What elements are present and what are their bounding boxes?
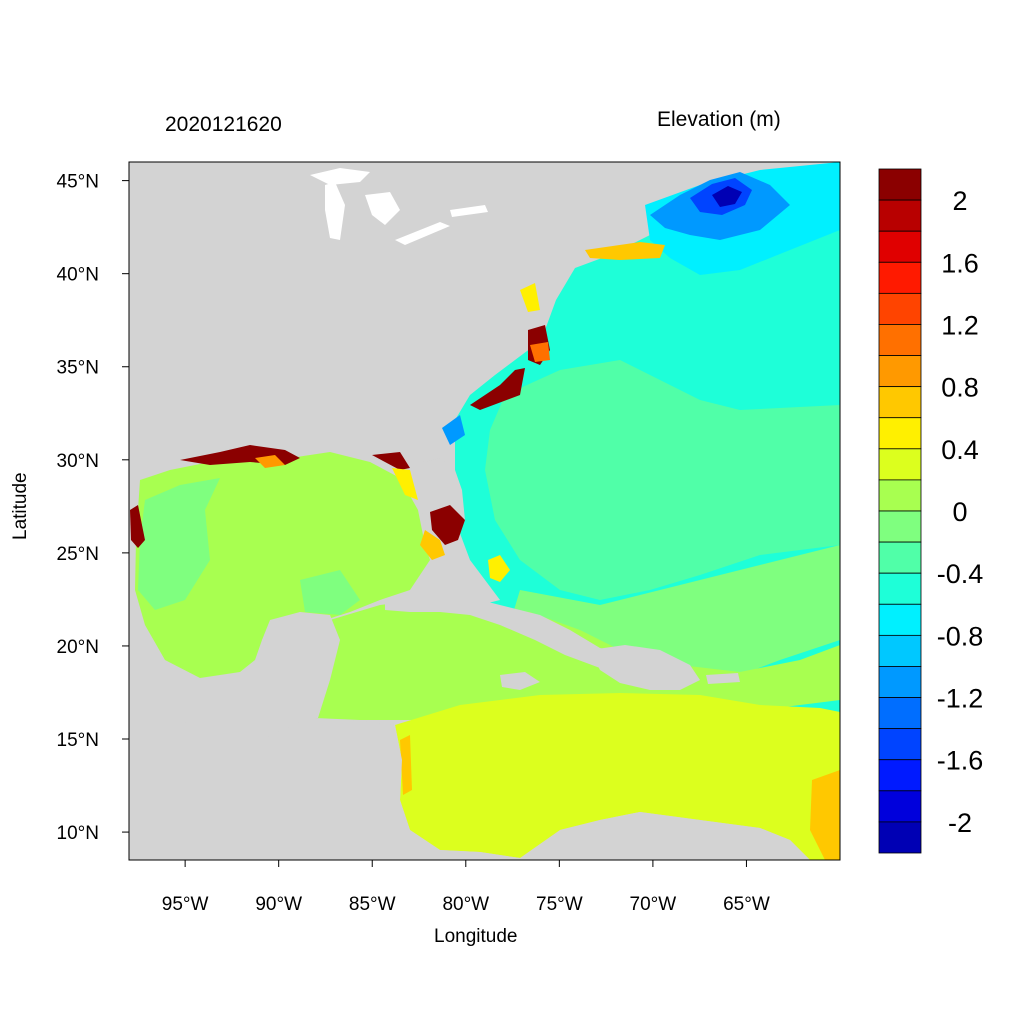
- colorbar-swatch: [878, 479, 922, 512]
- colorbar-label: -0.8: [937, 621, 984, 651]
- lake-erie: [395, 222, 450, 245]
- nyc-bight-yellow: [585, 242, 665, 260]
- colorbar-swatch: [878, 759, 922, 792]
- colorbar-swatch: [878, 634, 922, 667]
- gulf-of-mexico: [135, 452, 430, 678]
- latitude-axis: 45°N 40°N 35°N 30°N 25°N 20°N 15°N 10°N: [57, 172, 129, 844]
- colorbar-label: 1.2: [941, 310, 979, 340]
- sw-florida-orange: [420, 530, 445, 560]
- caribbean-south: [395, 693, 840, 860]
- lake-huron: [365, 192, 400, 225]
- carolina-orange: [530, 342, 550, 362]
- lat-tick-label: 25°N: [57, 544, 99, 565]
- colorbar-swatch: [878, 603, 922, 636]
- colorbar-label: 2: [952, 186, 967, 216]
- colorbar: 2 1.6 1.2 0.8 0.4 0 -0.4 -0.8 -1.2 -1.6 -2: [878, 168, 984, 854]
- south-america-land: [540, 812, 810, 860]
- lake-superior: [310, 168, 370, 185]
- jamaica-island: [500, 672, 540, 690]
- colorbar-swatch: [878, 448, 922, 481]
- lat-tick-label: 40°N: [57, 265, 99, 286]
- colorbar-label: -1.6: [937, 746, 984, 776]
- lon-tick-label: 85°W: [349, 894, 396, 915]
- colorbar-swatch: [878, 666, 922, 698]
- colorbar-swatch: [878, 230, 922, 263]
- colorbar-label: 0.8: [941, 373, 979, 403]
- jacksonville-blue: [442, 415, 465, 445]
- colorbar-swatch: [878, 510, 922, 543]
- colorbar-label: 1.6: [941, 248, 979, 278]
- colorbar-label: -1.2: [937, 684, 984, 714]
- gulf-west-band: [138, 478, 220, 610]
- lat-tick-label: 30°N: [57, 451, 99, 472]
- colorbar-swatch: [878, 292, 922, 325]
- colorbar-swatch: [878, 355, 922, 388]
- longitude-axis: 95°W 90°W 85°W 80°W 75°W 70°W 65°W: [162, 860, 770, 915]
- big-bend-yellow: [392, 468, 418, 500]
- ocean-band-low: [485, 360, 840, 600]
- chesapeake-yellow: [520, 283, 540, 312]
- east-coast-surge: [470, 368, 525, 410]
- texas-surge: [130, 505, 145, 548]
- map-plot-area: [129, 162, 840, 860]
- x-axis-label: Longitude: [434, 926, 518, 947]
- bahamas-yellow: [488, 555, 510, 582]
- colorbar-swatch: [878, 168, 922, 201]
- colorbar-swatch: [878, 324, 922, 356]
- colorbar-swatch: [878, 821, 922, 854]
- central-america-land: [129, 715, 540, 860]
- lon-tick-label: 65°W: [723, 894, 770, 915]
- lon-tick-label: 95°W: [162, 894, 209, 915]
- colorbar-swatch: [878, 199, 922, 232]
- yucatan-peninsula: [262, 612, 340, 720]
- caribbean-north: [315, 600, 840, 720]
- hispaniola-island: [590, 645, 700, 690]
- big-bend-surge: [372, 452, 410, 470]
- colorbar-label: -0.4: [937, 559, 984, 589]
- colorbar-label: 0: [952, 497, 967, 527]
- colorbar-label: 0.4: [941, 435, 979, 465]
- colorbar-swatch: [878, 261, 922, 294]
- nicaragua-coast-patch: [400, 735, 412, 795]
- colorbar-swatch: [878, 417, 922, 450]
- map-variable-title: Elevation (m): [657, 108, 781, 131]
- colorbar-swatch: [878, 728, 922, 761]
- colorbar-swatch: [878, 386, 922, 419]
- colorbar-swatch: [878, 541, 922, 574]
- lat-tick-label: 35°N: [57, 358, 99, 379]
- lon-tick-label: 90°W: [255, 894, 302, 915]
- lon-tick-label: 80°W: [442, 894, 489, 915]
- plot-frame: [128, 161, 841, 861]
- lake-michigan: [325, 182, 345, 240]
- cuba-island: [385, 590, 630, 668]
- south-florida-surge: [430, 505, 465, 545]
- gulf-east-band: [300, 570, 360, 615]
- lat-tick-label: 15°N: [57, 730, 99, 751]
- lake-ontario: [450, 205, 488, 217]
- lat-tick-label: 45°N: [57, 172, 99, 193]
- lon-tick-label: 70°W: [630, 894, 677, 915]
- lon-tick-label: 75°W: [536, 894, 583, 915]
- louisiana-orange: [255, 455, 285, 468]
- puerto-rico-island: [706, 673, 740, 684]
- caribbean-orange-patch: [810, 770, 840, 860]
- colorbar-label: -2: [948, 808, 972, 838]
- lat-tick-label: 10°N: [57, 823, 99, 844]
- map-timestamp-title: 2020121620: [165, 113, 282, 136]
- lat-tick-label: 20°N: [57, 637, 99, 658]
- gulf-maine-core: [712, 186, 742, 207]
- colorbar-swatch: [878, 572, 922, 605]
- colorbar-swatch: [878, 697, 922, 730]
- colorbar-swatch: [878, 790, 922, 823]
